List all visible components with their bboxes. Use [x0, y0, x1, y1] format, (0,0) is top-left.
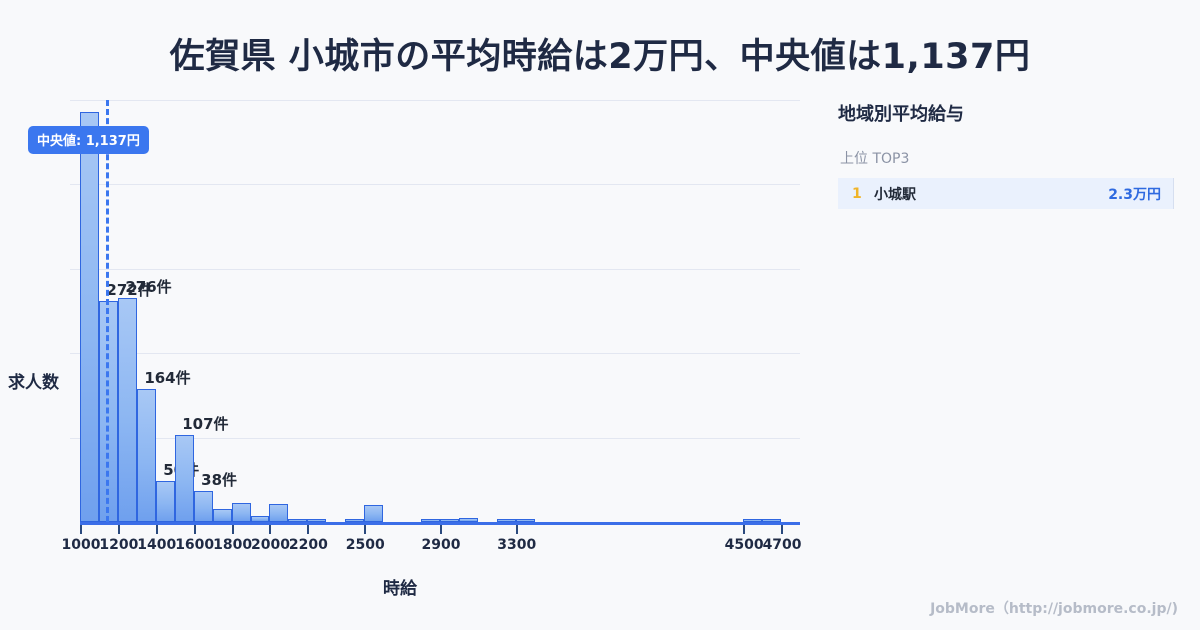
page-title: 佐賀県 小城市の平均時給は2万円、中央値は1,137円: [169, 37, 1031, 77]
x-axis-tick-label: 2900: [421, 537, 461, 553]
x-axis-tick: [269, 525, 272, 534]
gridline: [70, 184, 800, 186]
histogram-bar[interactable]: [421, 519, 440, 522]
histogram-bar[interactable]: [458, 517, 478, 522]
histogram-bar[interactable]: [364, 504, 384, 522]
x-axis-tick: [193, 525, 196, 534]
histogram-bar[interactable]: [515, 519, 535, 522]
x-axis-tick-label: 2000: [250, 537, 290, 553]
ranking-list: 1 小城駅 2.3万円: [838, 178, 1188, 209]
x-axis-tick-label: 1000: [61, 537, 101, 553]
x-axis-tick-label: 1200: [99, 537, 139, 553]
histogram-bar[interactable]: [288, 519, 308, 522]
gridline: [70, 100, 800, 101]
x-axis-tick-label: 1600: [175, 537, 215, 553]
x-axis-tick: [307, 525, 310, 534]
x-axis-tick: [117, 525, 120, 534]
side-panel-title: 地域別平均給与: [838, 104, 964, 125]
x-axis-tick: [231, 525, 234, 534]
histogram-bar[interactable]: [117, 298, 137, 522]
ranking-salary-value: 2.3万円: [1108, 186, 1161, 203]
histogram-bar[interactable]: [743, 518, 763, 522]
x-axis-tick-label: 1800: [213, 537, 253, 553]
ranking-position: 1: [852, 185, 862, 202]
plot-area: 272件276件164件50件107件38件中央値: 1,137円1000120…: [27, 100, 802, 553]
x-axis-tick: [155, 525, 158, 534]
gridline: [70, 268, 800, 270]
bar-value-label: 164件: [144, 368, 191, 387]
histogram-bar[interactable]: [174, 435, 194, 522]
x-axis-tick: [781, 525, 784, 534]
gridline: [70, 437, 800, 439]
x-axis-title: 時給: [383, 579, 417, 599]
x-axis-tick: [440, 525, 442, 534]
x-axis-tick-label: 1400: [137, 537, 177, 553]
median-line: [105, 100, 109, 522]
histogram-bar[interactable]: [762, 518, 782, 522]
x-axis-tick: [80, 525, 82, 534]
bar-value-label: 107件: [182, 415, 229, 434]
histogram-bar[interactable]: [193, 491, 213, 522]
bar-value-label: 276件: [125, 278, 172, 296]
side-panel: 地域別平均給与 上位 TOP3 1 小城駅 2.3万円: [838, 100, 1188, 209]
histogram-bar[interactable]: [250, 516, 270, 522]
histogram-chart: 求人数 272件276件164件50件107件38件中央値: 1,137円100…: [0, 90, 820, 599]
x-axis-tick-label: 4700: [762, 537, 802, 553]
ranking-area-name: 小城駅: [874, 186, 916, 203]
y-axis-title: 求人数: [8, 373, 59, 393]
side-panel-subtitle: 上位 TOP3: [840, 151, 910, 167]
x-axis-tick-label: 3300: [497, 537, 537, 553]
x-axis-tick: [515, 525, 518, 534]
histogram-bar[interactable]: [307, 519, 327, 522]
histogram-bar[interactable]: [269, 504, 289, 522]
x-axis-line: [80, 522, 800, 525]
x-axis-tick-label: 2500: [345, 537, 385, 553]
bar-value-label: 272件: [106, 281, 153, 300]
histogram-bar[interactable]: [136, 388, 156, 522]
x-axis-tick-label: 4500: [724, 537, 764, 553]
footer-credit: JobMore（http://jobmore.co.jp/): [930, 601, 1178, 617]
ranking-row[interactable]: 1 小城駅 2.3万円: [838, 178, 1174, 209]
x-axis-tick-label: 2200: [288, 537, 328, 553]
median-badge: 中央値: 1,137円: [27, 126, 149, 154]
bar-value-label: 38件: [201, 471, 238, 490]
histogram-bar[interactable]: [231, 503, 251, 522]
histogram-bar[interactable]: [212, 509, 232, 522]
gridline: [70, 353, 800, 355]
histogram-bar[interactable]: [440, 519, 459, 522]
histogram-bar[interactable]: [345, 519, 365, 522]
histogram-bar[interactable]: [496, 519, 516, 522]
histogram-bar[interactable]: [155, 481, 175, 522]
histogram-bar[interactable]: [80, 112, 99, 522]
x-axis-tick: [364, 525, 367, 534]
x-axis-tick: [743, 525, 746, 534]
